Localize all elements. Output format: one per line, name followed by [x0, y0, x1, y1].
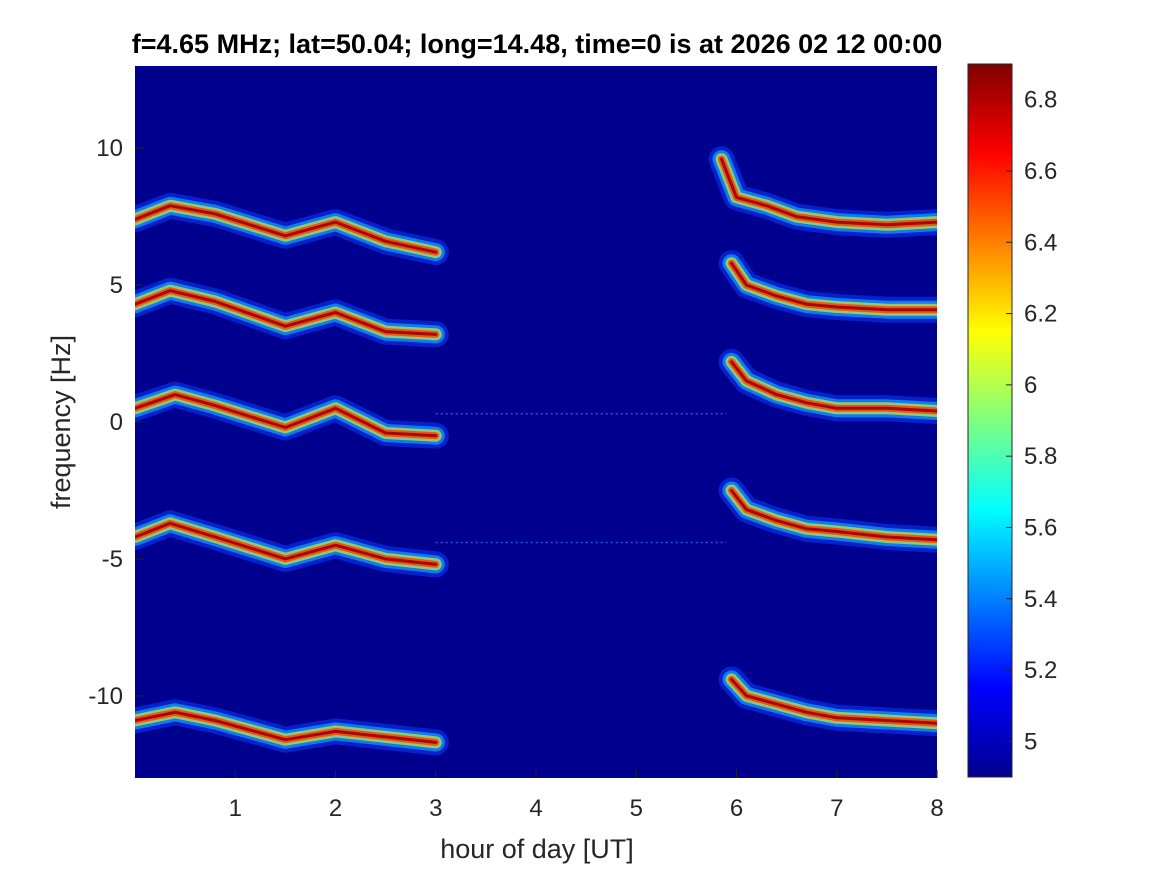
- y-tick-label: -10: [88, 683, 123, 710]
- y-tick-label: 5: [110, 272, 123, 299]
- trace-late-7-layer-4: [730, 360, 937, 413]
- colorbar-tick-label: 6: [1024, 372, 1037, 399]
- colorbar-tick-label: 5.6: [1024, 514, 1057, 541]
- trace-late-5-layer-4: [720, 157, 937, 227]
- x-tick-label: 8: [930, 795, 943, 822]
- trace-early-1-layer-4: [135, 289, 438, 336]
- colorbar: 6.8 6.6 6.4 6.2 6 5.8 5.6 5.4 5.2 5: [967, 63, 1057, 778]
- x-tick-label: 7: [830, 795, 843, 822]
- y-tick-label: 0: [110, 409, 123, 436]
- trace-early-4-layer-4: [135, 710, 438, 744]
- y-tick-label: 10: [96, 135, 123, 162]
- trace-early-3-layer-4: [135, 521, 438, 566]
- colorbar-tick-label: 5.4: [1024, 586, 1057, 613]
- x-tick-label: 6: [730, 795, 743, 822]
- trace-late-9-layer-4: [730, 677, 937, 725]
- x-tick-label: 5: [630, 795, 643, 822]
- spectral-traces: [135, 146, 937, 756]
- y-axis-label: frequency [Hz]: [46, 335, 76, 509]
- colorbar-tick-label: 6.6: [1024, 158, 1057, 185]
- x-axis: 1 2 3 4 5 6 7 8: [229, 770, 944, 822]
- colorbar-ticks: 6.8 6.6 6.4 6.2 6 5.8 5.6 5.4 5.2 5: [1006, 87, 1057, 755]
- y-tick-label: -5: [102, 546, 123, 573]
- colorbar-gradient: [967, 63, 1013, 778]
- colorbar-tick-label: 5.8: [1024, 443, 1057, 470]
- trace-early-2-layer-4: [135, 393, 438, 438]
- colorbar-tick-label: 5.2: [1024, 657, 1057, 684]
- x-tick-label: 3: [429, 795, 442, 822]
- colorbar-tick-label: 6.4: [1024, 229, 1057, 256]
- chart-title: f=4.65 MHz; lat=50.04; long=14.48, time=…: [132, 29, 942, 59]
- trace-early-0-layer-4: [135, 204, 438, 254]
- colorbar-tick-label: 6.8: [1024, 87, 1057, 114]
- trace-late-6-layer-4: [730, 261, 937, 312]
- x-tick-label: 1: [229, 795, 242, 822]
- x-tick-label: 2: [329, 795, 342, 822]
- x-axis-label: hour of day [UT]: [440, 834, 634, 864]
- trace-late-8-layer-4: [730, 489, 937, 542]
- colorbar-tick-label: 5: [1024, 728, 1037, 755]
- colorbar-tick-label: 6.2: [1024, 301, 1057, 328]
- y-axis: 10 5 0 -5 -10: [88, 135, 143, 710]
- plot-area: [135, 66, 937, 778]
- x-tick-label: 4: [529, 795, 542, 822]
